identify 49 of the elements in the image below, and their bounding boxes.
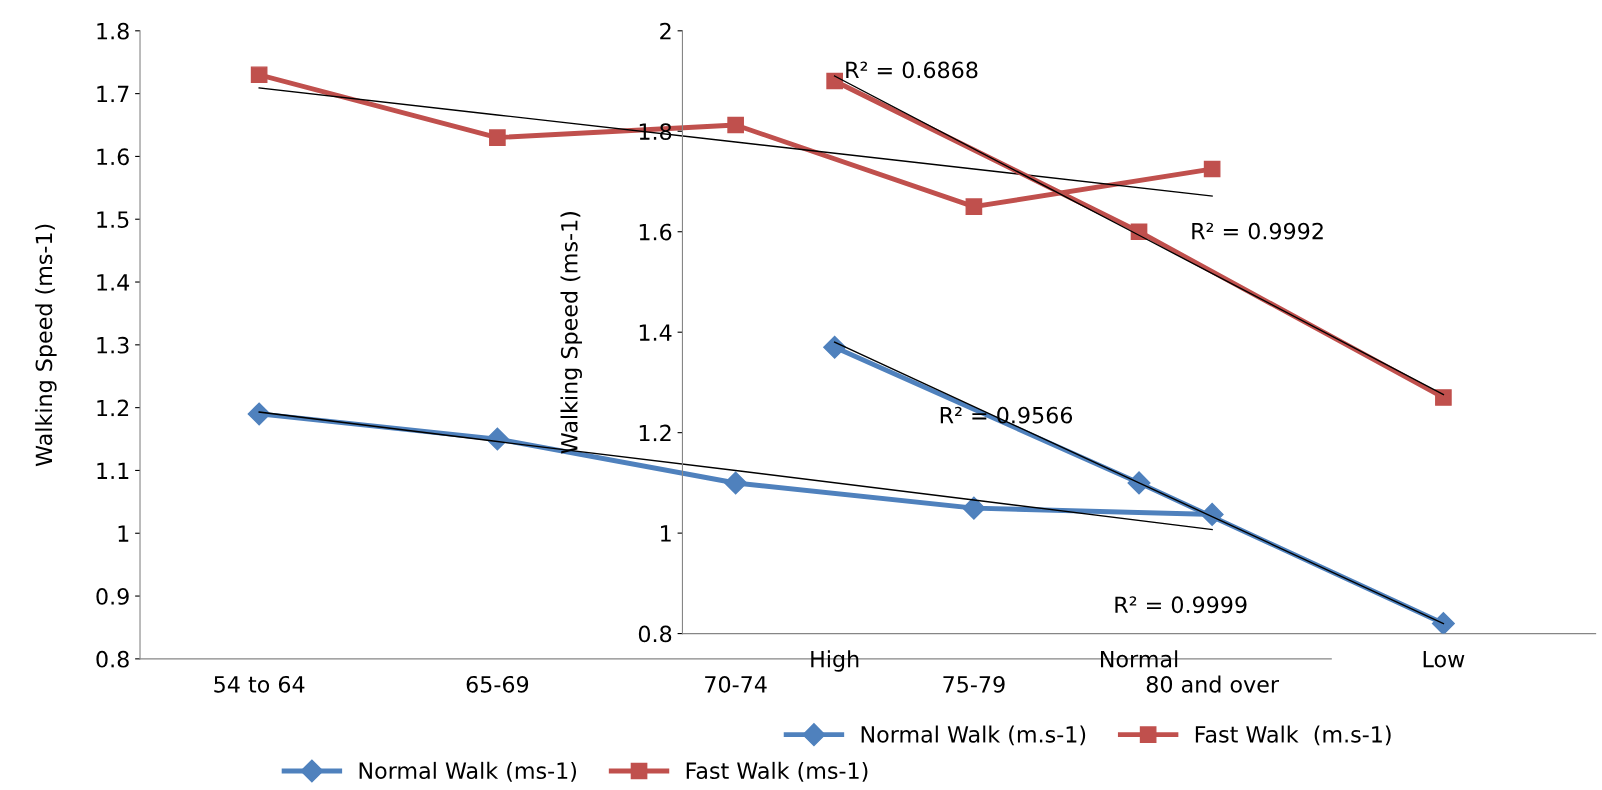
x-tick-label: 80 and over <box>1146 675 1280 693</box>
y-tick-label: 1 <box>661 525 671 542</box>
y-tick-label: 0.8 <box>96 650 129 668</box>
x-tick-label: High <box>811 650 859 672</box>
y-tick-label: 1.2 <box>639 424 671 442</box>
annotation: R² = 0.6868 <box>846 61 978 79</box>
y-tick-label: 1.5 <box>97 211 129 228</box>
y-tick-label: 1.8 <box>639 123 672 141</box>
point <box>1435 389 1452 406</box>
legend-label: Normal Walk (ms-1) <box>359 761 577 782</box>
point <box>250 66 268 84</box>
y-tick-label: 2 <box>660 22 671 40</box>
x-tick-label: Normal <box>1101 650 1178 668</box>
point <box>823 335 847 359</box>
point <box>724 471 748 495</box>
point <box>965 198 983 215</box>
y-tick-label: 1 <box>118 525 129 542</box>
y-tick-label: 1.4 <box>639 324 672 341</box>
y-tick-label: 1.8 <box>97 22 129 40</box>
legend-label: Fast Walk (ms-1) <box>686 761 868 782</box>
y-tick-label: 1.3 <box>97 336 129 354</box>
line-series <box>258 87 1213 197</box>
y-tick-label: 0.8 <box>638 625 672 643</box>
y-axis-title: Walking Speed (ms-1) <box>560 212 583 454</box>
legend-label: Fast Walk (m.s-1) <box>1195 725 1391 746</box>
y-tick-label: 1.7 <box>97 85 129 103</box>
x-tick-label: 75-79 <box>943 675 1005 693</box>
x-tick-label: 65-69 <box>466 675 529 693</box>
y-tick-label: 1.1 <box>97 462 129 479</box>
y-tick-label: 1.2 <box>97 399 129 417</box>
y-tick-label: 1.4 <box>97 274 130 291</box>
x-tick-label: Low <box>1423 650 1465 668</box>
point <box>247 402 271 426</box>
x-tick-label: 70-74 <box>705 675 767 693</box>
point <box>826 72 843 90</box>
point <box>489 129 506 146</box>
legend-label: Normal Walk (m.s-1) <box>861 725 1086 746</box>
point <box>1203 160 1221 178</box>
annotation: R² = 0.9999 <box>1115 596 1247 614</box>
y-tick-label: 0.9 <box>96 588 129 605</box>
point <box>962 496 986 520</box>
y-tick-label: 1.6 <box>97 148 129 166</box>
x-tick-label: 54 to 64 <box>214 675 305 693</box>
annotation: R² = 0.9566 <box>940 406 1073 424</box>
annotation: R² = 0.9992 <box>1192 222 1323 240</box>
y-tick-label: 1.6 <box>639 223 672 241</box>
point <box>727 116 744 134</box>
point <box>1431 612 1455 634</box>
y-axis-title: Walking Speed (ms-1) <box>35 224 57 467</box>
